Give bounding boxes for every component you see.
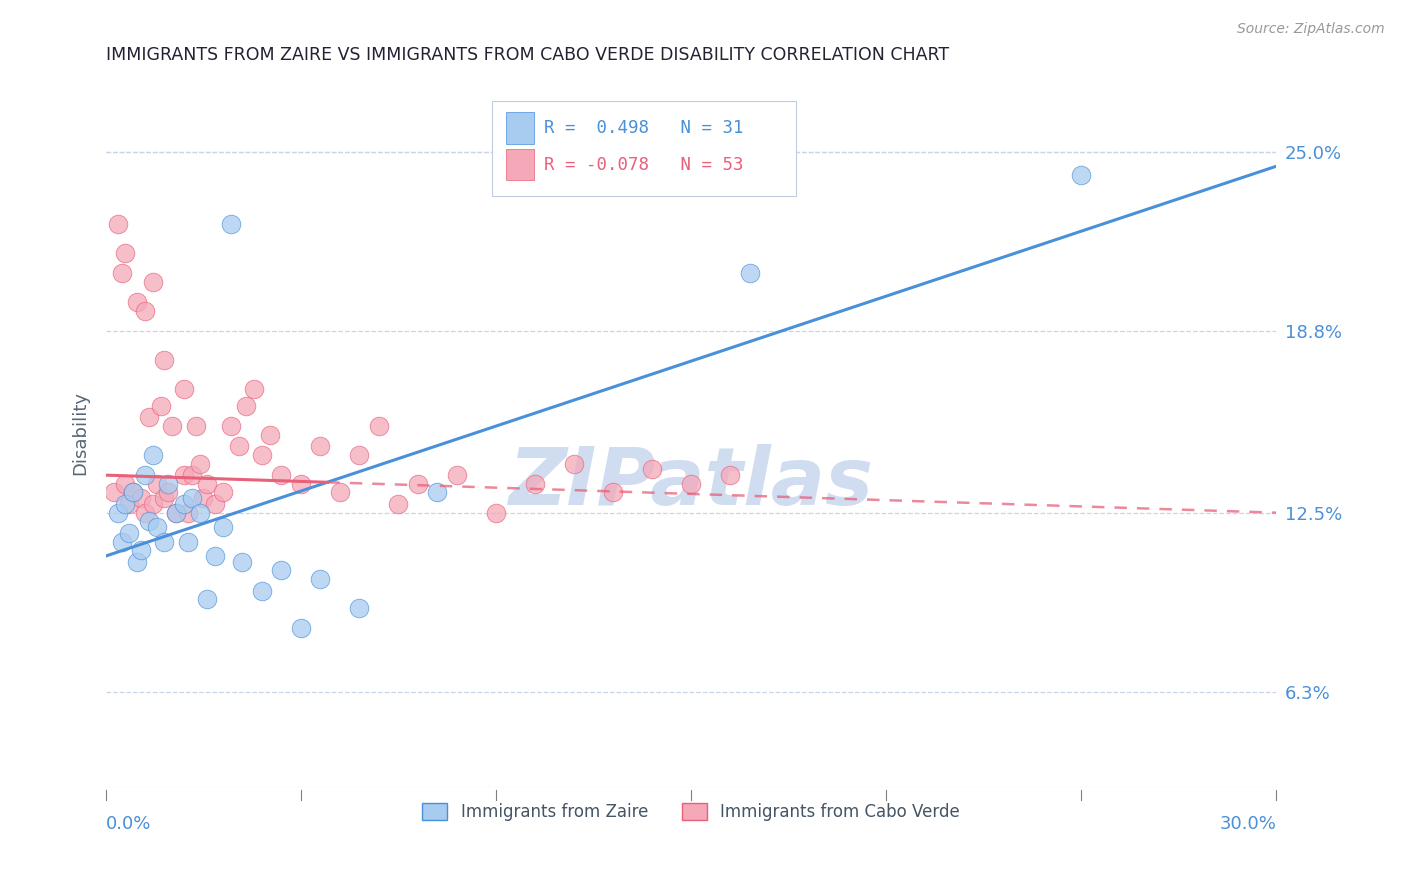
Point	[173, 468, 195, 483]
Point	[142, 448, 165, 462]
Point	[118, 525, 141, 540]
Point	[1070, 168, 1092, 182]
Point	[641, 462, 664, 476]
Bar	[506, 149, 534, 180]
Point	[165, 506, 187, 520]
Text: Source: ZipAtlas.com: Source: ZipAtlas.com	[1237, 22, 1385, 37]
Point	[114, 476, 136, 491]
Point	[235, 399, 257, 413]
Point	[290, 621, 312, 635]
Point	[114, 245, 136, 260]
Point	[153, 534, 176, 549]
Point	[122, 485, 145, 500]
Point	[309, 439, 332, 453]
Text: R = -0.078   N = 53: R = -0.078 N = 53	[544, 155, 744, 174]
Point	[184, 419, 207, 434]
Point	[142, 275, 165, 289]
Point	[219, 217, 242, 231]
Point	[387, 497, 409, 511]
Point	[173, 382, 195, 396]
Point	[250, 583, 273, 598]
Point	[309, 572, 332, 586]
Point	[165, 506, 187, 520]
Point	[145, 476, 167, 491]
Bar	[492, 101, 796, 196]
Point	[195, 592, 218, 607]
Point	[118, 497, 141, 511]
Point	[127, 295, 149, 310]
Text: 30.0%: 30.0%	[1219, 815, 1277, 833]
Point	[231, 555, 253, 569]
Point	[160, 419, 183, 434]
Point	[153, 352, 176, 367]
Point	[270, 563, 292, 577]
Point	[177, 534, 200, 549]
Point	[157, 476, 180, 491]
Text: 0.0%: 0.0%	[105, 815, 152, 833]
Text: IMMIGRANTS FROM ZAIRE VS IMMIGRANTS FROM CABO VERDE DISABILITY CORRELATION CHART: IMMIGRANTS FROM ZAIRE VS IMMIGRANTS FROM…	[105, 46, 949, 64]
Point	[180, 468, 202, 483]
Point	[188, 457, 211, 471]
Text: R =  0.498   N = 31: R = 0.498 N = 31	[544, 119, 744, 136]
Y-axis label: Disability: Disability	[72, 392, 89, 475]
Point	[127, 555, 149, 569]
Point	[114, 497, 136, 511]
Point	[349, 448, 371, 462]
Point	[107, 217, 129, 231]
Point	[329, 485, 352, 500]
Point	[485, 506, 508, 520]
Point	[426, 485, 449, 500]
Point	[290, 476, 312, 491]
Point	[602, 485, 624, 500]
Point	[177, 506, 200, 520]
Point	[243, 382, 266, 396]
Point	[212, 485, 235, 500]
Point	[193, 491, 215, 506]
Point	[110, 266, 132, 280]
Point	[368, 419, 391, 434]
Point	[562, 457, 585, 471]
Point	[138, 410, 160, 425]
Point	[173, 497, 195, 511]
Point	[195, 476, 218, 491]
Point	[134, 468, 156, 483]
Bar	[506, 112, 534, 144]
Point	[219, 419, 242, 434]
Point	[134, 506, 156, 520]
Point	[349, 601, 371, 615]
Point	[228, 439, 250, 453]
Point	[270, 468, 292, 483]
Point	[180, 491, 202, 506]
Point	[145, 520, 167, 534]
Point	[204, 549, 226, 563]
Point	[738, 266, 761, 280]
Point	[718, 468, 741, 483]
Point	[110, 534, 132, 549]
Point	[524, 476, 547, 491]
Point	[446, 468, 468, 483]
Point	[188, 506, 211, 520]
Point	[406, 476, 429, 491]
Point	[157, 485, 180, 500]
Point	[107, 506, 129, 520]
Text: ZIPatlas: ZIPatlas	[509, 444, 873, 522]
Point	[122, 485, 145, 500]
Point	[129, 491, 152, 506]
Point	[259, 427, 281, 442]
Point	[149, 399, 172, 413]
Legend: Immigrants from Zaire, Immigrants from Cabo Verde: Immigrants from Zaire, Immigrants from C…	[416, 797, 966, 828]
Point	[212, 520, 235, 534]
Point	[681, 476, 703, 491]
Point	[138, 514, 160, 528]
Point	[129, 543, 152, 558]
Point	[153, 491, 176, 506]
Point	[204, 497, 226, 511]
Point	[134, 303, 156, 318]
Point	[250, 448, 273, 462]
Point	[103, 485, 125, 500]
Point	[142, 497, 165, 511]
